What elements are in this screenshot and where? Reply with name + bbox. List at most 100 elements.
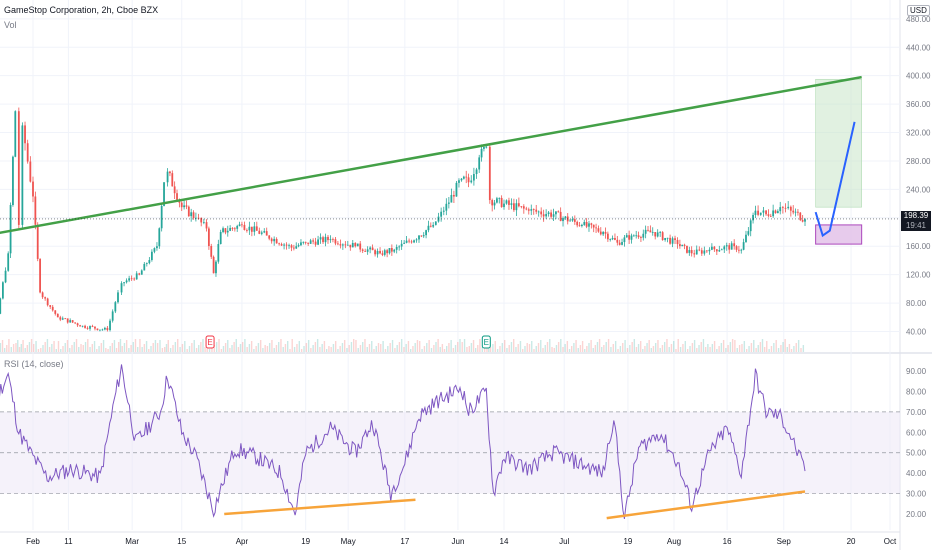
volume-bar [364,339,366,352]
candle-body [642,233,645,238]
volume-bar [64,343,66,352]
candle-body [192,212,195,218]
candle-body [376,250,379,255]
volume-bar [577,348,579,352]
candle-body [145,263,148,264]
volume-bar [734,340,736,352]
volume-bar [677,339,679,352]
volume-bar [325,349,328,352]
volume-bar [579,345,582,352]
volume-bar [679,347,682,352]
currency-button[interactable]: USD [907,5,930,16]
volume-bar [782,342,784,352]
candle-body [120,283,123,293]
candle-body [656,232,659,237]
volume-bar [459,339,461,352]
candle-body [705,250,708,252]
candle-body [314,241,317,245]
candle-body [361,249,364,251]
candle-body [632,235,635,237]
volume-bar [682,344,684,352]
candle-body [76,323,79,326]
candle-body [229,227,232,231]
candle-body [138,273,141,275]
volume-bar [426,343,428,352]
volume-bar [472,340,475,352]
candle-body [616,239,619,243]
volume-bar [266,346,269,352]
candle-body [337,243,339,245]
candle-body [14,111,17,157]
volume-bar [793,346,795,352]
candle-body [742,242,745,250]
time-tick-label: May [341,537,356,546]
volume-bar [454,345,457,352]
candle-body [344,244,347,246]
candle-body [356,243,359,247]
candle-body [44,297,47,299]
volume-bar [499,346,501,352]
volume-bar [137,347,139,352]
volume-bar [659,348,661,352]
volume-bar [40,348,42,352]
candle-body [32,181,34,197]
candle-body [455,182,458,197]
volume-bar [213,345,216,352]
volume-bar [255,346,257,352]
candle-body [720,249,723,251]
volume-bar [698,345,700,352]
volume-bar [423,346,426,352]
candle-body [470,180,473,183]
volume-bar [639,341,642,352]
candle-body [445,203,448,211]
volume-bar [503,340,506,352]
volume-bar [619,346,622,352]
volume-bar [673,341,675,352]
volume-bar [711,344,714,352]
candle-body [513,203,515,211]
candle-body [559,211,562,222]
candle-body [654,232,657,237]
candle-body [295,246,298,249]
candle-body [623,237,626,243]
volume-bar [84,342,87,352]
volume-bar [380,344,382,352]
symbol-title: GameStop Corporation, 2h, Cboe BZX [4,5,159,15]
candle-body [649,230,652,233]
candle-body [628,235,631,240]
candle-body [9,205,12,254]
volume-bar [727,345,729,352]
volume-bar [775,340,777,352]
volume-bar [573,343,575,352]
candle-body [366,249,369,252]
volume-bar [35,341,37,352]
volume-bar [612,344,614,352]
candle-body [253,226,256,232]
volume-bar [357,348,359,352]
volume-bar [637,344,640,352]
candle-body [183,205,185,208]
volume-bar [111,343,114,352]
candle-body [491,200,494,206]
candle-body [765,210,767,215]
candle-body [86,327,89,329]
candle-body [522,206,525,209]
volume-bar [250,341,253,352]
volume-bar [603,345,605,352]
candle-body [418,235,420,240]
volume-bar [463,339,466,352]
volume-bar [419,341,421,352]
volume-bar [391,340,394,352]
last-price-badge: 198.39 19:41 [901,211,931,231]
volume-bar [535,346,537,352]
volume-bar [96,349,98,352]
volume-bar [761,339,764,352]
volume-bar [73,342,75,352]
volume-bar [421,349,423,352]
rsi-support-line-1 [224,498,416,516]
candle-body [143,263,146,271]
candle-body [283,244,285,246]
candle-body [56,313,59,318]
